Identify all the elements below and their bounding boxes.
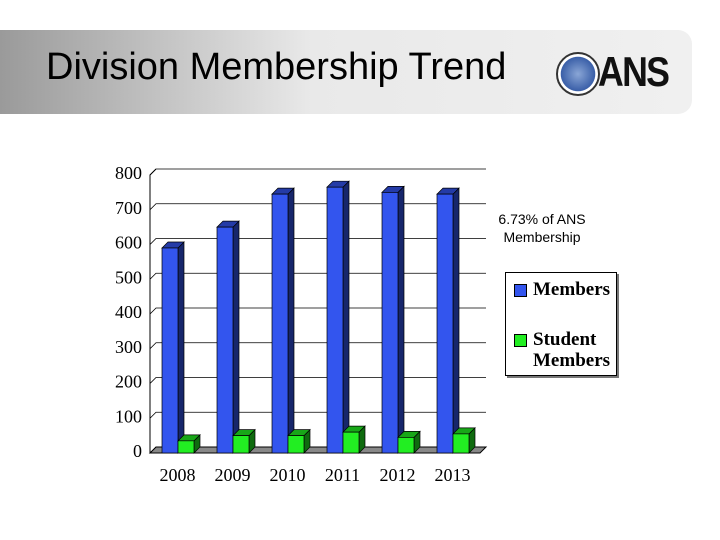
bar: [326, 186, 344, 454]
legend-item: Student Members: [514, 329, 617, 371]
bar: [436, 193, 454, 454]
floor: [148, 446, 488, 454]
bar: [177, 440, 195, 454]
y-tick-label: 300: [115, 337, 142, 357]
bar-side: [232, 220, 240, 454]
bar: [397, 437, 415, 454]
y-tick-label: 500: [115, 267, 142, 287]
x-tick-label: 2010: [270, 465, 306, 485]
bar: [287, 435, 305, 454]
grid-line: [149, 307, 486, 315]
y-tick-label: 200: [115, 372, 142, 392]
y-tick-label: 0: [133, 441, 142, 461]
grid-line: [149, 446, 486, 454]
bar-side: [342, 180, 350, 454]
grid-line: [149, 168, 486, 176]
legend-label: Student Members: [533, 329, 611, 371]
bar-side: [287, 187, 295, 454]
logo-text: ANS: [598, 48, 670, 95]
grid-line: [149, 238, 486, 245]
grid-line: [149, 272, 486, 280]
x-tick-label: 2012: [380, 465, 416, 485]
y-tick-label: 400: [115, 302, 142, 322]
y-tick-label: 700: [115, 198, 142, 218]
legend-swatch: [514, 334, 527, 347]
grid-line: [149, 377, 486, 384]
bar-side: [177, 241, 185, 454]
y-tick-label: 100: [115, 406, 142, 426]
x-tick-label: 2008: [160, 465, 196, 485]
annotation: 6.73% of ANS Membership: [498, 211, 586, 245]
grid-line: [149, 203, 486, 211]
bar: [161, 247, 179, 454]
grid-line: [149, 411, 486, 419]
y-tick-label: 800: [115, 163, 142, 183]
x-tick-label: 2009: [215, 465, 251, 485]
bar: [452, 433, 470, 454]
y-tick-label: 600: [115, 233, 142, 253]
legend: Members Student Members: [505, 272, 617, 376]
x-tick-label: 2013: [435, 465, 471, 485]
bar: [232, 435, 250, 454]
bar-side: [397, 185, 405, 454]
legend-swatch: [514, 284, 527, 297]
bar: [342, 431, 360, 454]
legend-item: Members: [514, 279, 617, 300]
legend-label: Members: [533, 279, 611, 300]
logo-emblem: [556, 52, 600, 96]
bar-side: [452, 187, 460, 454]
x-tick-label: 2011: [325, 465, 360, 485]
bar: [216, 226, 234, 454]
slide-title: Division Membership Trend: [46, 46, 507, 88]
grid-line: [149, 342, 486, 350]
bar: [381, 192, 399, 454]
bar: [271, 193, 289, 454]
